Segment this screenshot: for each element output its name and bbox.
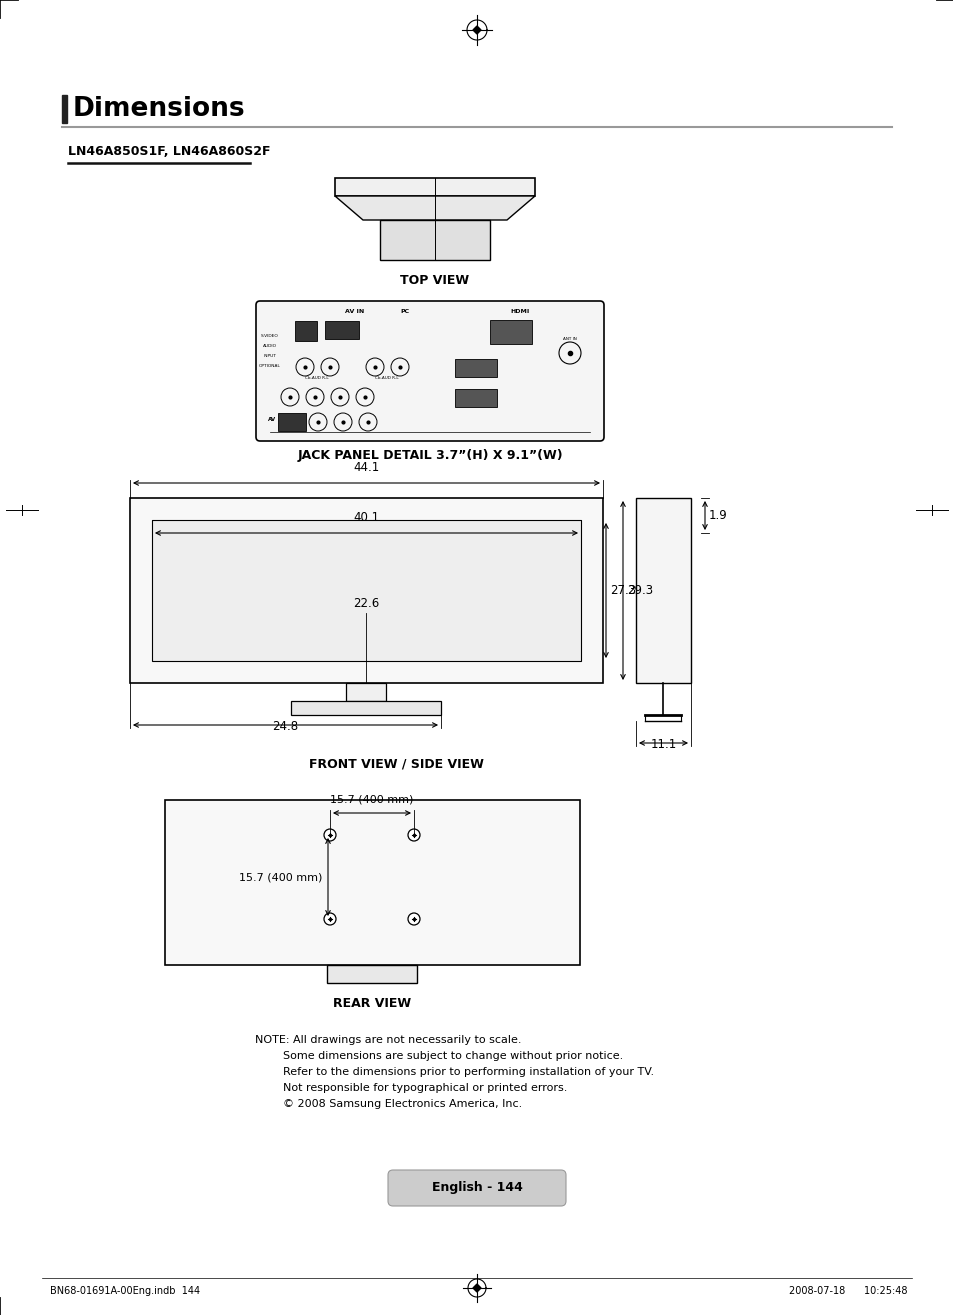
Text: JACK PANEL DETAIL 3.7”(H) X 9.1”(W): JACK PANEL DETAIL 3.7”(H) X 9.1”(W): [297, 448, 562, 462]
Text: © 2008 Samsung Electronics America, Inc.: © 2008 Samsung Electronics America, Inc.: [254, 1099, 521, 1109]
Text: LN46A850S1F, LN46A860S2F: LN46A850S1F, LN46A860S2F: [68, 145, 271, 158]
Text: AUDIO: AUDIO: [263, 345, 276, 348]
Bar: [277, 413, 306, 431]
Text: Cb-AUD R-L: Cb-AUD R-L: [375, 376, 398, 380]
Circle shape: [324, 913, 335, 924]
Text: OPTIONAL: OPTIONAL: [259, 364, 280, 368]
Text: Some dimensions are subject to change without prior notice.: Some dimensions are subject to change wi…: [254, 1051, 622, 1061]
Bar: [165, 800, 579, 965]
Bar: [325, 321, 358, 339]
Polygon shape: [473, 1283, 480, 1293]
Bar: [490, 320, 532, 345]
Text: Refer to the dimensions prior to performing installation of your TV.: Refer to the dimensions prior to perform…: [254, 1066, 654, 1077]
Text: AV: AV: [268, 417, 275, 422]
Circle shape: [324, 828, 335, 842]
Bar: [152, 519, 580, 661]
Polygon shape: [473, 26, 480, 34]
FancyBboxPatch shape: [255, 301, 603, 441]
Text: NOTE: All drawings are not necessarily to scale.: NOTE: All drawings are not necessarily t…: [254, 1035, 521, 1045]
Text: FRONT VIEW / SIDE VIEW: FRONT VIEW / SIDE VIEW: [308, 757, 483, 771]
Text: Not responsible for typographical or printed errors.: Not responsible for typographical or pri…: [254, 1084, 567, 1093]
Polygon shape: [335, 196, 535, 220]
Text: 15.7 (400 mm): 15.7 (400 mm): [238, 872, 322, 882]
Text: S-VIDEO: S-VIDEO: [261, 334, 278, 338]
Bar: [379, 220, 490, 260]
Bar: [130, 498, 602, 682]
Text: PC: PC: [400, 309, 409, 314]
Bar: [455, 359, 497, 377]
Bar: [62, 95, 67, 124]
Text: 24.8: 24.8: [273, 721, 298, 732]
Bar: [327, 965, 416, 984]
Bar: [455, 389, 497, 408]
Text: 1.9: 1.9: [708, 509, 727, 522]
Bar: [291, 701, 440, 715]
Text: 2008-07-18      10:25:48: 2008-07-18 10:25:48: [789, 1286, 907, 1297]
Text: 44.1: 44.1: [353, 462, 379, 473]
Bar: [636, 498, 690, 682]
Text: INPUT: INPUT: [263, 354, 276, 358]
FancyBboxPatch shape: [388, 1170, 565, 1206]
Bar: [346, 682, 386, 701]
Text: Cb-AUD R-L: Cb-AUD R-L: [305, 376, 329, 380]
Text: REAR VIEW: REAR VIEW: [333, 997, 411, 1010]
Circle shape: [408, 913, 419, 924]
Text: BN68-01691A-00Eng.indb  144: BN68-01691A-00Eng.indb 144: [50, 1286, 200, 1297]
Text: AV IN: AV IN: [345, 309, 364, 314]
Bar: [335, 178, 535, 196]
Text: English - 144: English - 144: [431, 1181, 522, 1194]
Text: ANT IN: ANT IN: [562, 337, 577, 341]
Text: 27.3: 27.3: [609, 584, 636, 597]
Text: HDMI: HDMI: [510, 309, 529, 314]
Text: 40.1: 40.1: [353, 512, 379, 523]
Text: Dimensions: Dimensions: [73, 96, 245, 122]
Text: 11.1: 11.1: [650, 738, 676, 751]
Text: 29.3: 29.3: [626, 584, 653, 597]
Circle shape: [408, 828, 419, 842]
Text: TOP VIEW: TOP VIEW: [400, 274, 469, 287]
Bar: [294, 321, 316, 341]
Text: 22.6: 22.6: [353, 597, 378, 609]
Text: 15.7 (400 mm): 15.7 (400 mm): [330, 794, 414, 803]
